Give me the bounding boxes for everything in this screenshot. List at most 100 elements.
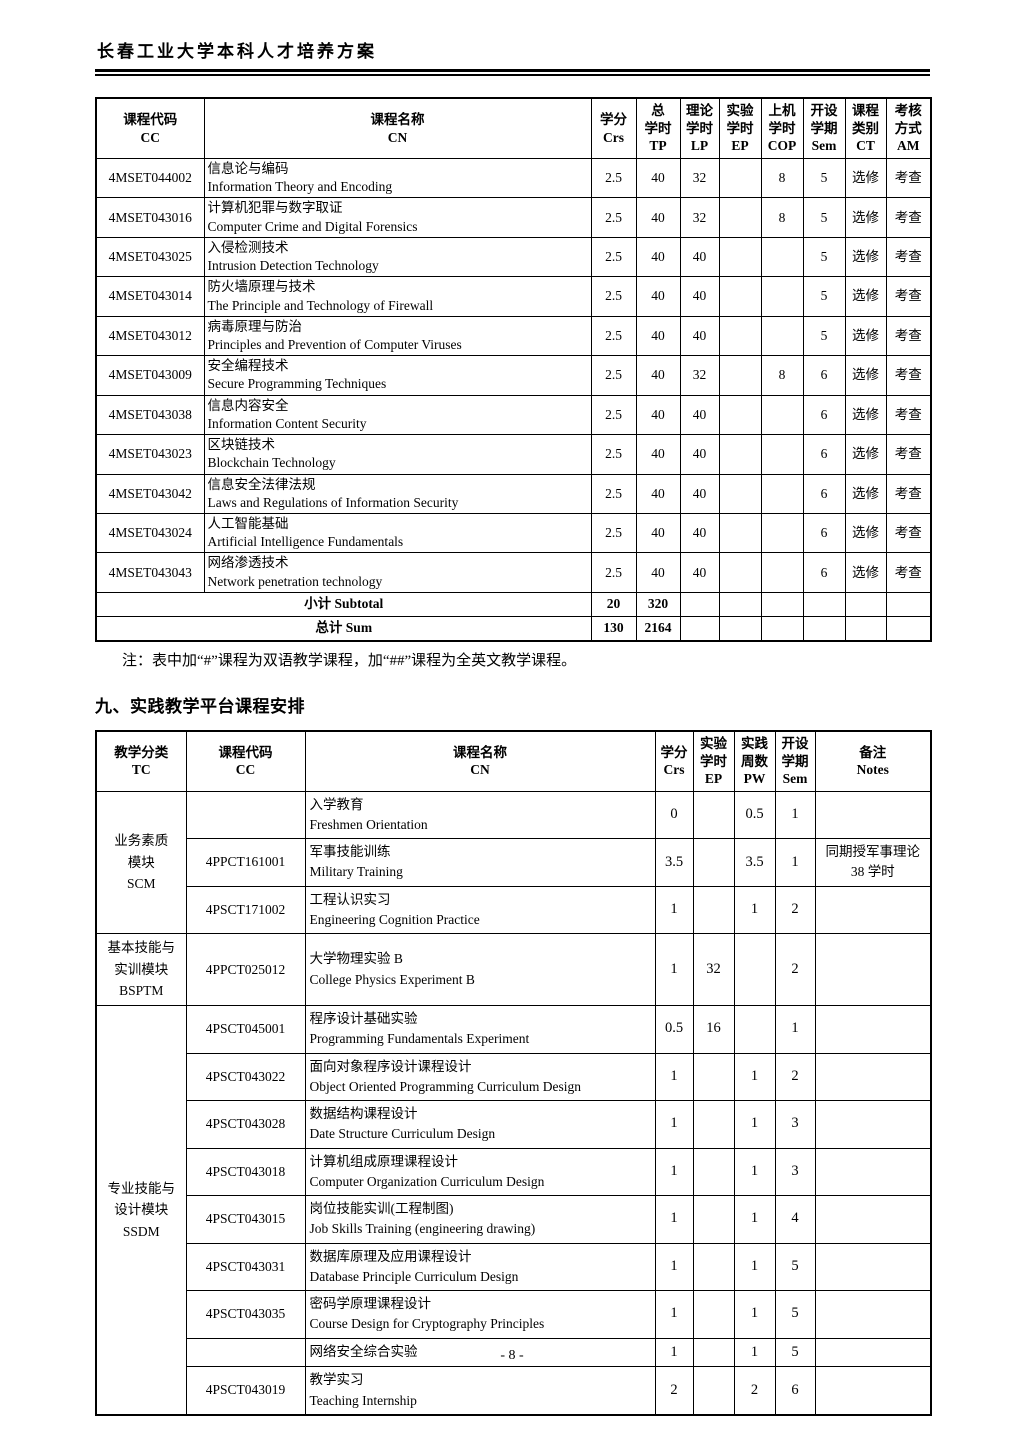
course-sem-cell: 6 [774, 1366, 816, 1416]
course-name-en: Blockchain Technology [207, 455, 336, 471]
practice-table-head: 教学分类 TC 课程代码 CC 课程名称 CN 学分 Crs 实验 学时 EP … [95, 730, 932, 792]
course-ep-cell [718, 158, 762, 199]
course-crs-cell: 2.5 [590, 315, 637, 357]
course-name-en: Computer Organization Curriculum Design [309, 1173, 545, 1189]
col-header-lecture-periods: 理论 学时 LP [679, 97, 720, 160]
col-header-experiment-periods: 实验 学时 EP [718, 97, 762, 160]
course-row: 4PSCT043031 数据库原理及应用课程设计 Database Principl… [96, 1242, 932, 1292]
col-header-semester: 开设 学期 Sem [802, 97, 846, 160]
course-ep-cell [692, 790, 735, 840]
course-crs-cell: 2.5 [590, 355, 637, 396]
course-row: 4PSCT043019 教学实习 Teaching Internship 2 2 6 [96, 1366, 932, 1416]
course-name-en: Information Theory and Encoding [207, 179, 393, 195]
course-name-cell: 密码学原理课程设计 Course Design for Cryptography … [304, 1290, 656, 1339]
col-header-semester: 开设 学期 Sem [774, 730, 816, 792]
course-pw-cell: 1 [733, 1147, 776, 1197]
course-lp-cell: 32 [679, 355, 720, 396]
course-tp-cell: 40 [635, 236, 681, 278]
course-notes-cell [814, 790, 932, 840]
course-ep-cell [692, 1195, 735, 1244]
course-row: 4MSET043043 网络渗透技术 Network penetration tec… [95, 552, 932, 593]
course-name-cn: 人工智能基础 [207, 515, 289, 531]
course-sem-cell: 1 [774, 790, 816, 840]
course-cop-cell [760, 276, 804, 317]
course-pw-cell: 1 [733, 1290, 776, 1339]
course-am-cell: 考查 [885, 158, 932, 199]
course-sem-cell: 5 [802, 197, 846, 238]
course-crs-cell: 1 [654, 1100, 694, 1149]
course-name-en: Freshmen Orientation [309, 816, 428, 832]
course-code-cell: 4MSET043023 [95, 434, 205, 475]
course-name-cn: 数据库原理及应用课程设计 [309, 1248, 472, 1264]
course-name-cell: 数据结构课程设计 Date Structure Curriculum Design [304, 1100, 656, 1149]
course-name-cn: 安全编程技术 [207, 358, 289, 374]
col-header-course-name: 课程名称 CN [304, 730, 656, 792]
course-notes-cell: 同期授军事理论 38 学时 [814, 838, 932, 887]
course-sem-cell: 5 [802, 158, 846, 199]
course-name-en: Object Oriented Programming Curriculum D… [309, 1078, 581, 1094]
course-name-cn: 入侵检测技术 [207, 239, 289, 255]
subtotal-empty-cell [718, 591, 762, 617]
course-row: 4MSET043038 信息内容安全 Information Content Sec… [95, 394, 932, 436]
course-notes-cell [814, 1290, 932, 1339]
course-name-en: The Principle and Technology of Firewall [207, 297, 434, 313]
elective-header-row: 课程代码 CC 课程名称 CN 学分 Crs 总 学时 TP 理论 学时 LP … [95, 97, 932, 160]
course-name-en: Teaching Internship [309, 1392, 417, 1408]
course-sem-cell: 6 [802, 473, 846, 514]
course-pw-cell: 0.5 [733, 790, 776, 840]
course-name-en: Artificial Intelligence Fundamentals [207, 534, 404, 550]
course-pw-cell: 1 [733, 885, 776, 935]
teaching-category-cell: 基本技能与 实训模块 BSPTM [95, 933, 187, 1007]
course-lp-cell: 40 [679, 512, 720, 554]
course-am-cell: 考查 [885, 473, 932, 514]
course-name-cell: 区块链技术 Blockchain Technology [203, 434, 592, 475]
course-row: 4MSET043024 人工智能基础 Artificial Intelligence… [95, 512, 932, 554]
course-name-cn: 病毒原理与防治 [207, 318, 303, 334]
course-row: 4PSCT043028 数据结构课程设计 Date Structure Curric… [96, 1100, 932, 1149]
course-notes-cell [814, 1005, 932, 1054]
course-row: 4MSET043042 信息安全法律法规 Laws and Regulations … [95, 473, 932, 514]
course-row: 4PSCT043035 密码学原理课程设计 Course Design for Cr… [96, 1290, 932, 1339]
subtotal-empty-cell [760, 591, 804, 617]
course-name-cn: 大学物理实验 B [309, 951, 403, 967]
course-am-cell: 考查 [885, 552, 932, 593]
course-ep-cell [692, 885, 735, 935]
course-name-cn: 信息安全法律法规 [207, 476, 316, 492]
course-code-cell: 4MSET043038 [95, 394, 205, 436]
course-cop-cell: 8 [760, 197, 804, 238]
course-name-cell: 网络安全综合实验 [304, 1337, 656, 1368]
sum-empty-cell [885, 615, 932, 642]
sum-credits: 130 [590, 615, 637, 642]
course-sem-cell: 6 [802, 434, 846, 475]
course-cop-cell: 8 [760, 355, 804, 396]
course-ep-cell [718, 197, 762, 238]
course-ct-cell: 选修 [844, 394, 887, 436]
course-row: 4MSET044002 信息论与编码 Information Theory and … [95, 158, 932, 199]
course-crs-cell: 2.5 [590, 236, 637, 278]
course-crs-cell: 2.5 [590, 276, 637, 317]
course-tp-cell: 40 [635, 315, 681, 357]
course-name-en: Database Principle Curriculum Design [309, 1268, 519, 1284]
course-name-cn: 面向对象程序设计课程设计 [309, 1058, 472, 1074]
course-ep-cell [718, 473, 762, 514]
course-pw-cell: 1 [733, 1195, 776, 1244]
course-code-cell: 4PSCT043015 [185, 1195, 306, 1244]
course-name-cn: 教学实习 [309, 1372, 364, 1388]
course-crs-cell: 2.5 [590, 473, 637, 514]
course-code-cell: 4PSCT045001 [185, 1005, 306, 1054]
course-sem-cell: 6 [802, 512, 846, 554]
course-cop-cell [760, 434, 804, 475]
sum-total-periods: 2164 [635, 615, 681, 642]
course-row: 4MSET043016 计算机犯罪与数字取证 Computer Crime and … [95, 197, 932, 238]
course-sem-cell: 1 [774, 1005, 816, 1054]
elective-courses-table: 课程代码 CC 课程名称 CN 学分 Crs 总 学时 TP 理论 学时 LP … [95, 97, 932, 642]
course-crs-cell: 3.5 [654, 838, 694, 887]
teaching-category-cell: 专业技能与 设计模块 SSDM [95, 1005, 187, 1416]
col-header-teaching-category: 教学分类 TC [95, 730, 187, 792]
course-row: 4MSET043025 入侵检测技术 Intrusion Detection Tec… [95, 236, 932, 278]
course-tp-cell: 40 [635, 158, 681, 199]
course-row: 4PSCT043018 计算机组成原理课程设计 Computer Organizat… [96, 1147, 932, 1197]
course-sem-cell: 6 [802, 394, 846, 436]
course-cop-cell [760, 236, 804, 278]
